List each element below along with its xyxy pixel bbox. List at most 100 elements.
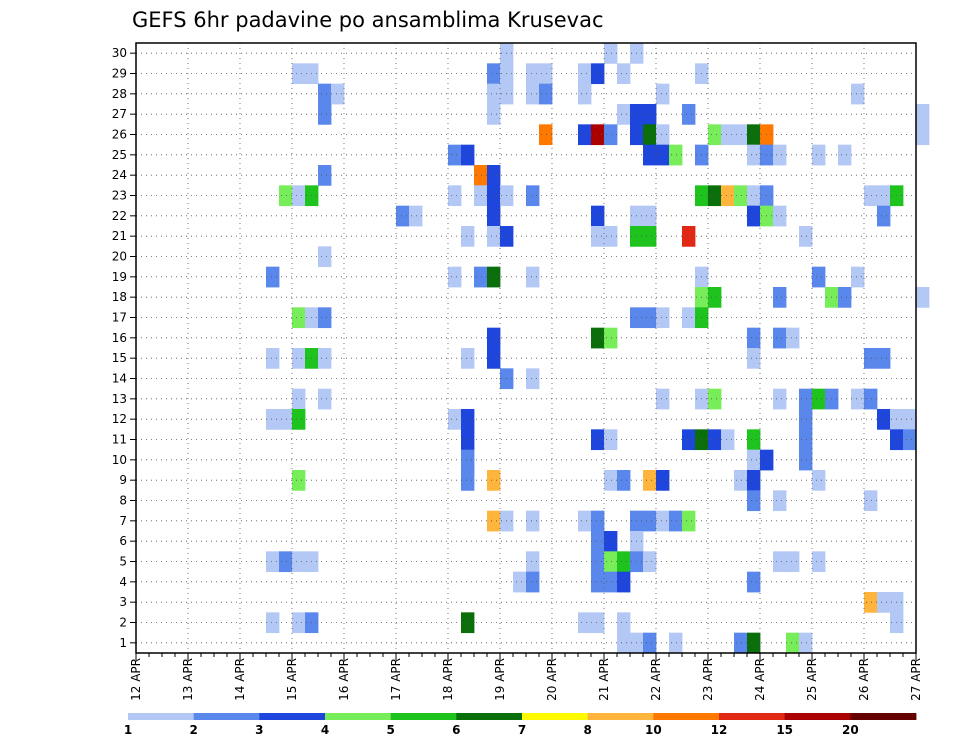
colorbar-segment (784, 713, 851, 720)
heatmap-cell (643, 307, 657, 329)
heatmap-cell (851, 388, 865, 410)
heatmap-cell (487, 266, 501, 288)
heatmap-cell (292, 307, 306, 329)
x-tick-label: 19 APR (493, 658, 507, 701)
heatmap-cell (643, 144, 657, 166)
heatmap-cell (617, 63, 631, 85)
heatmap-cell (643, 205, 657, 227)
y-tick-label: 26 (112, 128, 127, 142)
heatmap-cell (461, 429, 475, 451)
heatmap-cell (266, 612, 280, 634)
heatmap-cell (604, 470, 618, 491)
heatmap-cell (461, 449, 475, 471)
heatmap-cell (513, 571, 527, 593)
colorbar-label: 6 (452, 723, 460, 737)
colorbar-label: 2 (189, 723, 197, 737)
heatmap-cell (604, 124, 618, 146)
y-tick-label: 20 (112, 250, 127, 264)
colorbar-segment (325, 713, 392, 720)
heatmap-cell (591, 551, 605, 573)
heatmap-cell (591, 429, 605, 451)
heatmap-cell (487, 348, 501, 369)
heatmap-cell (643, 226, 657, 247)
x-tick-label: 24 APR (753, 658, 767, 701)
heatmap-cell (617, 632, 631, 654)
y-tick-label: 2 (119, 616, 127, 630)
heatmap-cell (643, 470, 657, 491)
colorbar-label: 20 (842, 723, 859, 737)
heatmap-cell (877, 592, 891, 613)
heatmap-cell (487, 185, 501, 207)
heatmap-cell (643, 551, 657, 573)
y-tick-label: 11 (112, 433, 127, 447)
heatmap-cell (604, 571, 618, 593)
heatmap-cell (838, 287, 852, 308)
y-tick-label: 18 (112, 290, 127, 304)
heatmap-cell (773, 205, 787, 227)
y-tick-label: 12 (112, 412, 127, 426)
heatmap-cell (864, 490, 878, 512)
x-tick-label: 17 APR (389, 658, 403, 701)
heatmap-cell (682, 307, 696, 329)
heatmap-cell (812, 388, 826, 410)
y-tick-label: 5 (119, 555, 127, 569)
heatmap-cell (526, 510, 540, 532)
colorbar-label: 5 (386, 723, 394, 737)
y-tick-label: 27 (112, 107, 127, 121)
x-axis: 12 APR 13 APR 14 APR 15 APR 16 APR 17 APR 18 A… (129, 653, 923, 701)
heatmap-cell (721, 429, 735, 451)
y-tick-label: 7 (119, 514, 127, 528)
heatmap-cell (318, 83, 332, 105)
heatmap-cell (721, 124, 735, 146)
heatmap-cell (318, 307, 332, 329)
heatmap-cell (656, 470, 670, 491)
colorbar-segment (259, 713, 326, 720)
heatmap-cell (747, 327, 761, 349)
heatmap-cell (656, 144, 670, 166)
heatmap-cell (708, 429, 722, 451)
heatmap-cell (851, 266, 865, 288)
heatmap-cell (539, 124, 553, 146)
heatmap-cell (487, 327, 501, 349)
heatmap-cell (474, 266, 488, 288)
heatmap-cell (877, 409, 891, 430)
colorbar-segment (390, 713, 457, 720)
heatmap-cell (526, 368, 540, 390)
y-tick-label: 16 (112, 331, 127, 345)
heatmap-cell (487, 83, 501, 105)
heatmap-cell (864, 388, 878, 410)
heatmap-cell (448, 409, 462, 430)
heatmap-cell (318, 388, 332, 410)
y-tick-label: 23 (112, 189, 127, 203)
y-axis: 1234567891011121314151617181920212223242… (112, 46, 136, 650)
y-tick-label: 3 (119, 595, 127, 609)
heatmap-cell (474, 185, 488, 207)
heatmap-cell (266, 266, 280, 288)
heatmap-cell (604, 551, 618, 573)
heatmap-cell (682, 226, 696, 247)
heatmap-cell (812, 266, 826, 288)
heatmap-cell (747, 205, 761, 227)
heatmap-cell (318, 165, 332, 186)
heatmap-cell (591, 510, 605, 532)
heatmap-cell (292, 348, 306, 369)
heatmap-cell (591, 63, 605, 85)
heatmap-cell (799, 226, 813, 247)
colorbar-label: 1 (124, 723, 132, 737)
heatmap-cell (656, 510, 670, 532)
heatmap-cell (578, 63, 592, 85)
x-tick-label: 23 APR (701, 658, 715, 701)
heatmap-cell (448, 185, 462, 207)
colorbar-label: 8 (583, 723, 591, 737)
heatmap-cell (487, 104, 501, 125)
heatmap-cell (799, 388, 813, 410)
heatmap-cell (526, 551, 540, 573)
y-tick-label: 13 (112, 392, 127, 406)
heatmap-cell (292, 612, 306, 634)
y-tick-label: 4 (119, 575, 127, 589)
y-tick-label: 1 (119, 636, 127, 650)
heatmap-cell (734, 632, 748, 654)
heatmap-cell (331, 83, 345, 105)
heatmap-cell (266, 348, 280, 369)
